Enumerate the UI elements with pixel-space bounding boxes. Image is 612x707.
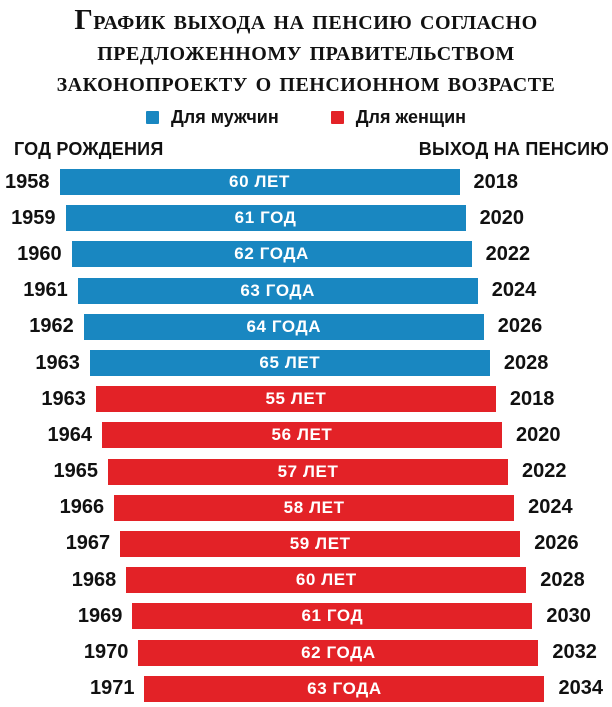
birth-year-label: 1960	[17, 242, 62, 265]
retirement-age-label: 63 ГОДА	[307, 678, 382, 698]
birth-year-label: 1962	[29, 315, 74, 338]
table-row: 1971 63 ГОДА 2034	[0, 671, 612, 707]
retirement-age-label: 60 ЛЕТ	[295, 570, 357, 590]
table-row: 1958 60 ЛЕТ 2018	[0, 164, 612, 200]
men-bar: 64 ГОДА	[83, 313, 484, 340]
bar-rows: 1958 60 ЛЕТ 2018 1959 61 ГОД 2020 1960 6…	[0, 164, 612, 707]
women-bar: 56 ЛЕТ	[101, 422, 502, 449]
retirement-age-label: 55 ЛЕТ	[265, 389, 327, 409]
retirement-year-label: 2028	[540, 568, 585, 591]
birth-year-label: 1965	[53, 460, 99, 483]
retirement-age-label: 60 ЛЕТ	[229, 172, 290, 192]
retirement-year-label: 2022	[485, 242, 531, 265]
men-bar: 62 ГОДА	[71, 241, 472, 268]
retirement-age-label: 56 ЛЕТ	[271, 425, 333, 445]
birth-year-label: 1963	[41, 387, 86, 410]
retirement-age-label: 62 ГОДА	[301, 642, 376, 662]
retirement-age-label: 61 ГОД	[234, 208, 297, 228]
table-row: 1964 56 ЛЕТ 2020	[0, 417, 612, 453]
legend-label-women: Для женщин	[355, 106, 467, 127]
table-row: 1959 61 ГОД 2020	[0, 200, 612, 236]
birth-year-label: 1961	[23, 279, 68, 302]
table-row: 1962 64 ГОДА 2026	[0, 309, 612, 345]
chart-title-line-2: предложенному правительством	[97, 35, 515, 67]
legend-item-men: Для мужчин	[145, 106, 279, 128]
women-bar: 59 ЛЕТ	[120, 530, 521, 557]
women-bar: 58 ЛЕТ	[114, 494, 515, 521]
retirement-age-label: 57 ЛЕТ	[277, 461, 339, 481]
legend-label-men: Для мужчин	[170, 106, 279, 127]
birth-year-label: 1963	[35, 351, 80, 374]
retirement-age-label: 63 ГОДА	[240, 280, 316, 300]
retirement-year-label: 2030	[546, 604, 591, 627]
retirement-age-label: 65 ЛЕТ	[259, 353, 321, 373]
men-legend-swatch-icon	[145, 110, 159, 124]
table-row: 1969 61 ГОД 2030	[0, 598, 612, 634]
column-header-birth-year: ГОД РОЖДЕНИЯ	[14, 138, 164, 159]
retirement-year-label: 2024	[491, 279, 537, 302]
table-row: 1961 63 ГОДА 2024	[0, 273, 612, 309]
birth-year-label: 1966	[59, 496, 105, 519]
birth-year-label: 1969	[77, 604, 123, 627]
table-row: 1965 57 ЛЕТ 2022	[0, 454, 612, 490]
birth-year-label: 1968	[71, 568, 117, 591]
column-header-retirement: ВЫХОД НА ПЕНСИЮ	[418, 138, 609, 159]
retirement-year-label: 2034	[558, 677, 603, 700]
retirement-year-label: 2018	[509, 387, 555, 410]
retirement-year-label: 2026	[497, 315, 543, 338]
table-row: 1960 62 ГОДА 2022	[0, 236, 612, 272]
chart-title-line-3: законопроекту о пенсионном возрасте	[56, 66, 556, 98]
retirement-year-label: 2020	[479, 206, 525, 229]
birth-year-label: 1958	[5, 170, 50, 193]
retirement-year-label: 2032	[552, 641, 597, 664]
men-bar: 63 ГОДА	[77, 277, 478, 304]
retirement-year-label: 2024	[528, 496, 573, 519]
table-row: 1963 55 ЛЕТ 2018	[0, 381, 612, 417]
birth-year-label: 1964	[47, 423, 92, 446]
women-bar: 57 ЛЕТ	[108, 458, 509, 485]
men-bar: 65 ЛЕТ	[89, 350, 490, 377]
retirement-year-label: 2026	[534, 532, 579, 555]
table-row: 1970 62 ГОДА 2032	[0, 634, 612, 670]
men-bar: 60 ЛЕТ	[59, 169, 460, 196]
legend: Для мужчин Для женщин	[0, 107, 612, 127]
retirement-age-label: 61 ГОД	[301, 606, 364, 626]
women-bar: 60 ЛЕТ	[126, 567, 527, 594]
retirement-year-label: 2028	[503, 351, 549, 374]
birth-year-label: 1971	[89, 677, 135, 700]
retirement-year-label: 2022	[522, 460, 567, 483]
table-row: 1967 59 ЛЕТ 2026	[0, 526, 612, 562]
table-row: 1963 65 ЛЕТ 2028	[0, 345, 612, 381]
retirement-age-label: 59 ЛЕТ	[289, 533, 351, 553]
retirement-year-label: 2020	[515, 423, 561, 446]
chart-title-line-1: График выхода на пенсию согласно	[74, 4, 538, 36]
women-bar: 63 ГОДА	[144, 675, 545, 702]
women-bar: 62 ГОДА	[138, 639, 539, 666]
chart-title: График выхода на пенсию согласно предлож…	[0, 0, 612, 98]
retirement-year-label: 2018	[473, 170, 519, 193]
birth-year-label: 1967	[65, 532, 111, 555]
retirement-age-label: 64 ГОДА	[246, 316, 322, 336]
table-row: 1966 58 ЛЕТ 2024	[0, 490, 612, 526]
column-headers: ГОД РОЖДЕНИЯ ВЫХОД НА ПЕНСИЮ	[0, 139, 612, 159]
women-legend-swatch-icon	[330, 110, 344, 124]
retirement-age-label: 62 ГОДА	[234, 244, 309, 264]
table-row: 1968 60 ЛЕТ 2028	[0, 562, 612, 598]
birth-year-label: 1959	[11, 206, 56, 229]
men-bar: 61 ГОД	[65, 205, 466, 232]
birth-year-label: 1970	[83, 641, 129, 664]
women-bar: 55 ЛЕТ	[95, 386, 496, 413]
legend-item-women: Для женщин	[330, 106, 467, 128]
women-bar: 61 ГОД	[132, 603, 533, 630]
retirement-age-label: 58 ЛЕТ	[283, 497, 345, 517]
